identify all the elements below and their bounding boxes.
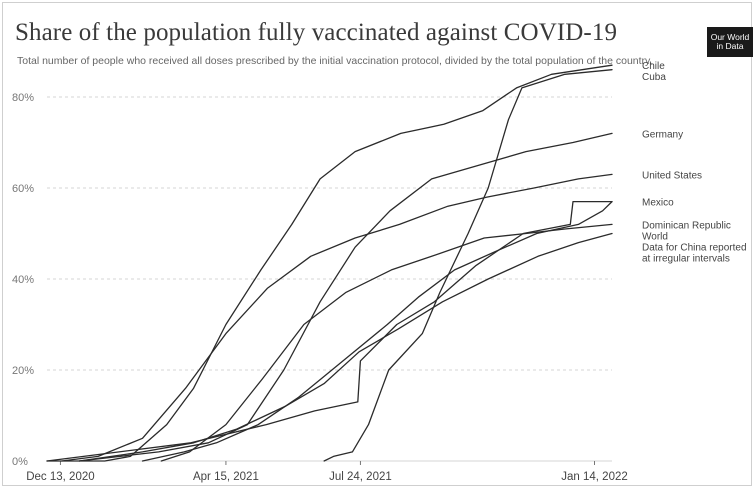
y-tick-label: 60% — [12, 183, 34, 195]
series-line-cuba — [323, 69, 613, 462]
owid-logo-text: Our World in Data — [710, 32, 750, 51]
series-label-world: World — [642, 231, 668, 242]
x-tick-label: Dec 13, 2020 — [26, 471, 94, 483]
chart-title: Share of the population fully vaccinated… — [15, 19, 618, 46]
series-label-mexico: Mexico — [642, 198, 674, 209]
series-label-cuba: Cuba — [642, 72, 666, 83]
series-label-data-for-china-reported: Data for China reported — [642, 242, 747, 253]
x-axis-ticks: Dec 13, 2020 Apr 15, 2021 Jul 24, 2021 Jan … — [26, 461, 628, 483]
series-line-mexico — [141, 200, 613, 462]
series-label-germany: Germany — [642, 129, 683, 140]
owid-logo[interactable]: Our World in Data — [707, 27, 753, 57]
y-tick-label: 20% — [12, 365, 34, 377]
x-tick-label: Apr 15, 2021 — [193, 471, 259, 483]
series-line-dominican-republic — [160, 223, 613, 462]
y-tick-label: 40% — [12, 274, 34, 286]
series-line-data-for-china-reported-at-irregular-intervals — [46, 200, 613, 462]
x-tick-label: Jul 24, 2021 — [329, 471, 392, 483]
series-label-dominican-republic: Dominican Republic — [642, 220, 731, 231]
y-tick-label: 80% — [12, 92, 34, 104]
series-label-at-irregular-intervals: at irregular intervals — [642, 253, 730, 264]
series-line-germany — [78, 132, 613, 462]
series-line-world — [78, 232, 613, 462]
series-label-united-states: United States — [642, 170, 702, 181]
y-tick-label: 0% — [12, 456, 28, 468]
y-axis-ticks: 0% 20% 40% 60% 80% — [12, 92, 34, 468]
x-tick-label: Jan 14, 2022 — [561, 471, 628, 483]
series-label-chile: Chile — [642, 61, 665, 72]
series-line-chile — [46, 64, 613, 462]
series-lines — [46, 64, 613, 462]
chart-subtitle: Total number of people who received all … — [17, 55, 653, 67]
series-line-united-states — [61, 173, 613, 462]
